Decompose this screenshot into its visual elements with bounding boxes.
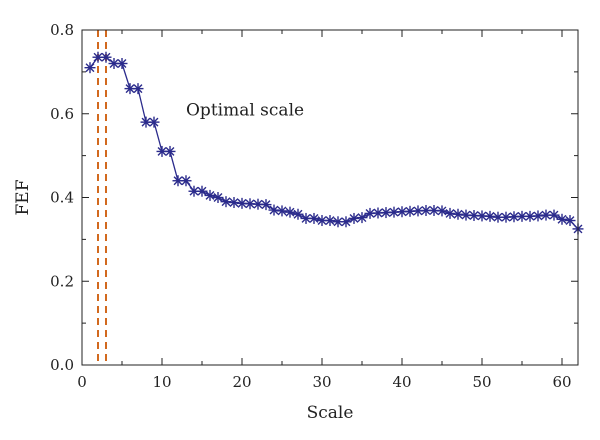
data-point xyxy=(196,185,208,197)
data-point xyxy=(564,215,576,227)
optimal-scale-markers xyxy=(97,30,107,365)
annotation-optimal-scale: Optimal scale xyxy=(186,101,304,121)
data-point xyxy=(556,213,568,225)
data-point xyxy=(268,204,280,216)
data-point xyxy=(324,215,336,227)
data-point xyxy=(292,208,304,220)
data-point xyxy=(348,212,360,224)
data-point xyxy=(548,209,560,221)
data-point xyxy=(372,207,384,219)
y-tick-label: 0.2 xyxy=(50,272,74,290)
data-point xyxy=(252,198,264,210)
y-tick-label: 0.6 xyxy=(50,105,74,123)
plot-area-frame xyxy=(81,29,579,366)
data-point xyxy=(532,210,544,222)
x-tick-label: 0 xyxy=(77,373,87,391)
data-point xyxy=(236,197,248,209)
data-point xyxy=(100,51,112,63)
data-point xyxy=(212,192,224,203)
axis-labels: Scale FEF xyxy=(13,179,353,423)
data-point xyxy=(204,189,216,201)
data-point xyxy=(436,205,448,217)
y-tick-label: 0.4 xyxy=(50,189,74,207)
x-tick-label: 60 xyxy=(552,373,571,391)
y-tick-label: 0.0 xyxy=(50,356,74,374)
data-point xyxy=(356,212,368,224)
axis-ticks: 0 10 20 30 40 50 60 0.0 0.2 0.4 0.6 0.8 xyxy=(50,21,578,391)
x-tick-label: 40 xyxy=(392,373,411,391)
series-line xyxy=(89,56,579,230)
data-point xyxy=(244,198,256,210)
x-tick-label: 30 xyxy=(312,373,331,391)
y-tick-label: 0.8 xyxy=(50,21,74,39)
data-point xyxy=(220,196,232,208)
x-tick-label: 20 xyxy=(232,373,251,391)
x-tick-label: 10 xyxy=(152,373,171,391)
data-point xyxy=(116,58,128,69)
data-point xyxy=(132,83,144,95)
data-point xyxy=(444,207,456,219)
data-point xyxy=(84,62,96,74)
x-tick-label: 50 xyxy=(472,373,491,391)
data-point xyxy=(228,197,240,209)
data-point xyxy=(452,208,464,220)
data-point xyxy=(180,175,192,187)
data-point xyxy=(308,212,320,224)
data-point xyxy=(260,199,272,211)
x-axis-label: Scale xyxy=(307,403,354,423)
data-point xyxy=(148,116,160,128)
data-point xyxy=(516,210,528,222)
y-axis-label: FEF xyxy=(13,179,33,215)
data-point xyxy=(484,210,496,222)
data-point xyxy=(276,205,288,217)
series-layer xyxy=(84,51,584,235)
data-point xyxy=(164,145,176,157)
data-point xyxy=(364,207,376,219)
data-point xyxy=(284,206,296,218)
